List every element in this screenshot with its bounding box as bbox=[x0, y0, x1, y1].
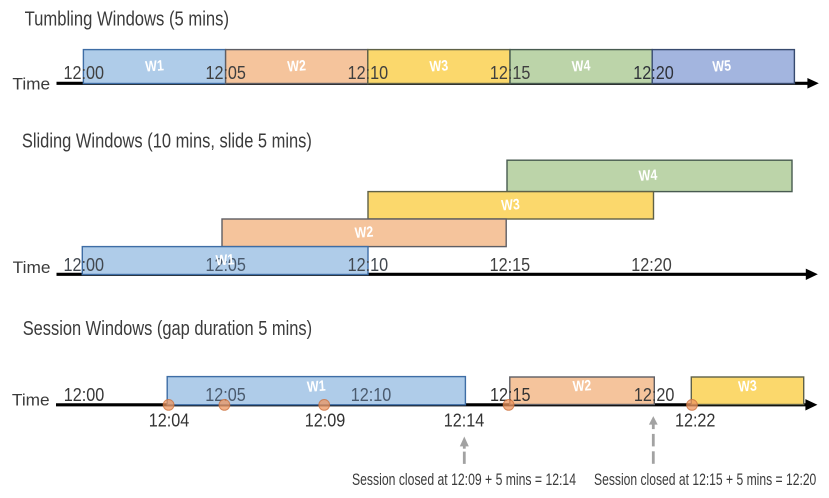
svg-text:W2: W2 bbox=[287, 57, 307, 75]
svg-text:12:00: 12:00 bbox=[64, 255, 105, 275]
svg-text:Time: Time bbox=[13, 258, 51, 277]
svg-text:W1: W1 bbox=[215, 251, 235, 269]
svg-text:W5: W5 bbox=[712, 57, 732, 75]
svg-text:12:14: 12:14 bbox=[444, 410, 485, 430]
svg-text:12:20: 12:20 bbox=[631, 255, 672, 275]
svg-text:W3: W3 bbox=[429, 57, 449, 75]
svg-text:Tumbling Windows (5 mins): Tumbling Windows (5 mins) bbox=[25, 8, 229, 31]
svg-text:Session closed at 12:15 + 5 mi: Session closed at 12:15 + 5 mins = 12:20 bbox=[594, 471, 816, 489]
svg-text:12:05: 12:05 bbox=[205, 63, 246, 83]
svg-text:Session closed at 12:09 + 5 mi: Session closed at 12:09 + 5 mins = 12:14 bbox=[352, 471, 576, 489]
svg-text:12:20: 12:20 bbox=[633, 63, 674, 83]
svg-text:12:05: 12:05 bbox=[205, 385, 246, 405]
svg-text:12:20: 12:20 bbox=[634, 385, 675, 405]
svg-text:12:15: 12:15 bbox=[490, 385, 531, 405]
svg-text:W1: W1 bbox=[145, 57, 165, 75]
svg-text:12:15: 12:15 bbox=[490, 255, 531, 275]
svg-text:W2: W2 bbox=[572, 377, 592, 395]
svg-text:12:04: 12:04 bbox=[149, 410, 190, 430]
svg-text:W1: W1 bbox=[307, 378, 327, 396]
svg-text:Sliding Windows (10 mins, slid: Sliding Windows (10 mins, slide 5 mins) bbox=[22, 130, 312, 153]
svg-text:W2: W2 bbox=[354, 224, 374, 242]
svg-text:Time: Time bbox=[12, 74, 50, 93]
svg-text:W3: W3 bbox=[738, 377, 758, 395]
svg-text:W3: W3 bbox=[501, 196, 521, 214]
svg-text:12:10: 12:10 bbox=[348, 63, 389, 83]
svg-text:12:05: 12:05 bbox=[205, 255, 246, 275]
svg-text:Session Windows (gap duration: Session Windows (gap duration 5 mins) bbox=[23, 317, 312, 340]
svg-text:12:15: 12:15 bbox=[490, 63, 531, 83]
svg-text:12:10: 12:10 bbox=[351, 385, 392, 405]
svg-text:12:00: 12:00 bbox=[64, 63, 105, 83]
svg-text:Time: Time bbox=[12, 390, 50, 409]
svg-text:W4: W4 bbox=[638, 167, 658, 185]
svg-text:W4: W4 bbox=[571, 57, 591, 75]
svg-text:12:09: 12:09 bbox=[305, 410, 346, 430]
svg-text:12:10: 12:10 bbox=[348, 255, 389, 275]
svg-text:12:00: 12:00 bbox=[64, 385, 105, 405]
svg-text:12:22: 12:22 bbox=[675, 410, 716, 430]
